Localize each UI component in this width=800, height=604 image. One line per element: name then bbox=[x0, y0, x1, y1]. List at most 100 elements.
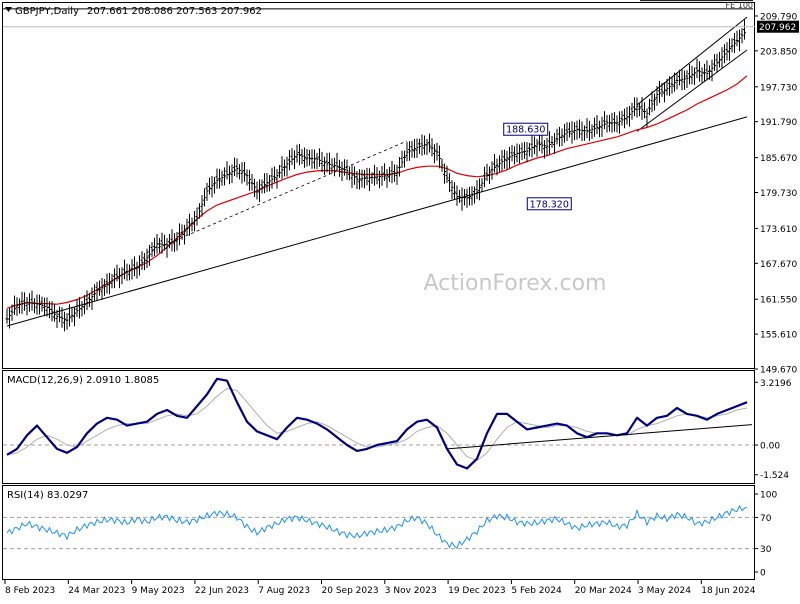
ohlc-bar bbox=[285, 156, 289, 177]
price-annotation-box bbox=[503, 122, 549, 136]
ohlc-bar bbox=[120, 267, 124, 285]
ohlc-bar bbox=[383, 163, 386, 181]
ohlc-bar bbox=[95, 281, 99, 301]
current-price-box bbox=[757, 20, 799, 33]
ohlc-bar bbox=[463, 188, 466, 206]
ohlc-bar bbox=[393, 164, 396, 182]
ohlc-bar bbox=[263, 173, 266, 194]
macd-tick-label: 3.2196 bbox=[760, 379, 792, 389]
ohlc-bar bbox=[475, 180, 479, 200]
ohlc-bar bbox=[343, 159, 346, 176]
ohlc-bar bbox=[340, 161, 344, 181]
x-tick-label: 22 Jun 2023 bbox=[195, 586, 249, 596]
macd-title: MACD(12,26,9) 2.0910 1.8085 bbox=[7, 375, 159, 386]
ohlc-bar bbox=[538, 132, 541, 152]
ohlc-bar bbox=[578, 119, 581, 139]
price-tick-label: 197.730 bbox=[760, 83, 797, 93]
ohlc-bar bbox=[43, 297, 46, 317]
ohlc-bar bbox=[623, 108, 626, 129]
ohlc-bar bbox=[445, 165, 449, 184]
ohlc-bar bbox=[25, 297, 29, 316]
ohlc-bar bbox=[325, 152, 329, 173]
ohlc-bar bbox=[548, 131, 551, 155]
ohlc-bar bbox=[335, 152, 339, 172]
ohlc-bar bbox=[610, 112, 614, 133]
ohlc-bar bbox=[370, 172, 374, 184]
ohlc-bar bbox=[708, 65, 711, 80]
ohlc-bar bbox=[320, 151, 324, 172]
ohlc-bar bbox=[228, 165, 231, 185]
ohlc-bar bbox=[743, 19, 746, 40]
ohlc-bar bbox=[365, 167, 369, 186]
ohlc-bar bbox=[620, 110, 624, 126]
ohlc-bar bbox=[438, 145, 441, 169]
ohlc-bar bbox=[8, 307, 11, 329]
ohlc-bar bbox=[680, 69, 684, 91]
ohlc-bar bbox=[685, 70, 689, 88]
macd-main-line bbox=[6, 377, 748, 470]
rsi-tick-label: 100 bbox=[760, 491, 777, 501]
ohlc-bar bbox=[28, 293, 31, 312]
ohlc-bar bbox=[688, 64, 691, 85]
ohlc-bar bbox=[233, 157, 236, 177]
ohlc-bar bbox=[435, 142, 439, 161]
ohlc-bar bbox=[208, 177, 211, 195]
ohlc-bar bbox=[518, 144, 521, 164]
symbol-timeframe: GBPJPY,Daily bbox=[15, 6, 79, 17]
ohlc-bar bbox=[280, 156, 284, 180]
price-tick-label: 161.550 bbox=[760, 296, 797, 306]
ohlc-bar bbox=[328, 152, 331, 175]
ohlc-bar bbox=[380, 166, 384, 186]
price-tick-label: 179.730 bbox=[760, 189, 797, 199]
ohlc-bar bbox=[605, 114, 609, 133]
ohlc-bar bbox=[650, 91, 654, 113]
ohlc-bar bbox=[645, 108, 649, 127]
ohlc-bar bbox=[223, 167, 226, 186]
ohlc-bar bbox=[513, 146, 516, 165]
ohlc-bar bbox=[33, 298, 36, 314]
ohlc-bar bbox=[150, 242, 154, 258]
ohlc-bar bbox=[618, 111, 621, 134]
ohlc-bar bbox=[635, 97, 639, 118]
ohlc-bar bbox=[23, 292, 26, 311]
channel-lower-line bbox=[636, 49, 748, 132]
ohlc-bar bbox=[448, 173, 451, 193]
fe-level-label: FE 100 bbox=[726, 1, 753, 10]
ohlc-bar bbox=[130, 259, 134, 280]
ohlc-bar bbox=[53, 304, 56, 322]
ohlc-bar bbox=[218, 168, 221, 189]
ohlc-bar bbox=[240, 162, 244, 184]
ohlc-bar bbox=[535, 138, 539, 157]
ohlc-bar bbox=[493, 154, 496, 173]
ohlc-bar bbox=[450, 180, 454, 200]
ohlc-bar bbox=[733, 32, 736, 54]
ohlc-bar bbox=[20, 291, 24, 314]
ohlc-bar bbox=[683, 70, 686, 90]
ohlc-bar bbox=[203, 188, 206, 207]
rsi-tick-label: 30 bbox=[760, 545, 772, 555]
ohlc-bar bbox=[148, 244, 151, 266]
ohlc-bar bbox=[15, 297, 19, 316]
ohlc-bar bbox=[305, 149, 309, 167]
macd-tick-label: -1.524 bbox=[760, 471, 789, 481]
rsi-tick-label: 0 bbox=[760, 569, 766, 579]
ohlc-bar bbox=[268, 174, 271, 192]
ohlc-bar bbox=[215, 168, 219, 189]
price-tick-label: 209.790 bbox=[760, 12, 797, 22]
ohlc-bar bbox=[528, 143, 531, 157]
watermark: ActionForex.com bbox=[424, 271, 607, 296]
x-tick-label: 9 May 2023 bbox=[132, 586, 185, 596]
ohlc-bar bbox=[103, 279, 106, 296]
ohlc-bar bbox=[238, 163, 241, 180]
ohlc-bar bbox=[440, 158, 444, 172]
ohlc-bar bbox=[413, 138, 416, 158]
ohlc-bar bbox=[200, 195, 204, 217]
ohlc-bar bbox=[123, 259, 126, 280]
support-trendline bbox=[6, 116, 748, 327]
ohlc-bar bbox=[193, 210, 196, 232]
triangle-down-icon[interactable] bbox=[5, 7, 12, 12]
ohlc-bar bbox=[60, 307, 64, 328]
ohlc-bar bbox=[633, 97, 636, 117]
ohlc-bar bbox=[338, 159, 341, 177]
